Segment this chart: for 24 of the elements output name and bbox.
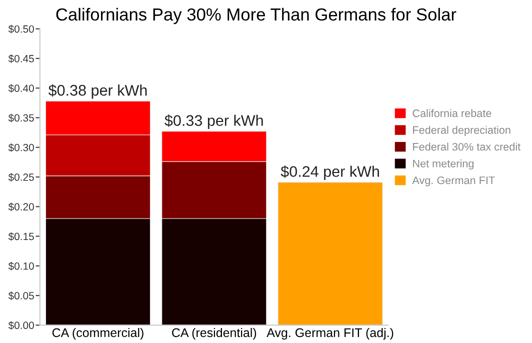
legend-label: California rebate — [412, 109, 492, 118]
y-tick-label: $0.05 — [8, 292, 34, 300]
y-tick-label: $0.15 — [8, 232, 34, 241]
legend-label: Federal depreciation — [413, 126, 510, 136]
bar — [278, 182, 383, 326]
legend-label: Federal 30% tax credit — [413, 142, 520, 151]
total-label: $0.24 per kWh — [280, 165, 379, 180]
total-label: $0.33 per kWh — [164, 114, 263, 129]
chart-title: Californians Pay 30% More Than Germans for Solar — [56, 8, 456, 24]
x-tick-label: CA (commercial) — [52, 328, 144, 340]
x-tick-label: CA (residential) — [172, 328, 256, 340]
legend-label: Net metering — [413, 159, 474, 170]
y-tick-label: $0.25 — [8, 173, 34, 182]
y-tick-label: $0.00 — [8, 321, 34, 330]
y-tick-label: $0.40 — [8, 84, 34, 93]
y-tick-label: $0.30 — [8, 143, 34, 152]
y-tick-label: $0.20 — [8, 202, 34, 212]
y-tick-label: $0.50 — [8, 24, 34, 34]
y-tick-label: $0.35 — [8, 114, 34, 122]
total-label: $0.38 per kWh — [48, 84, 147, 99]
x-tick-label: Avg. German FIT (adj.) — [266, 328, 394, 340]
y-tick-label: $0.45 — [8, 54, 34, 63]
y-tick-label: $0.10 — [8, 262, 34, 270]
legend-label: Avg. German FIT — [412, 176, 495, 186]
